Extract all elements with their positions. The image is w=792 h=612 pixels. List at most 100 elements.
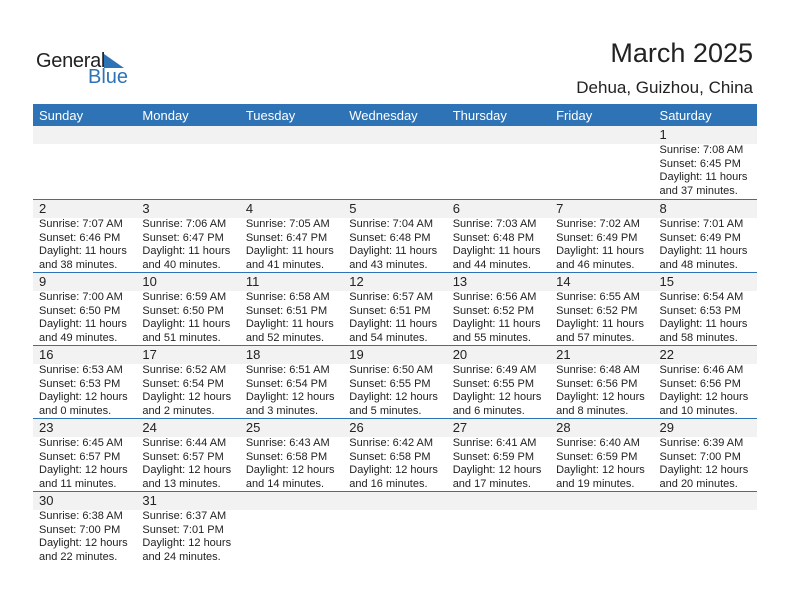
daylight-minutes-text: and 8 minutes. — [556, 404, 629, 417]
sunset-text: Sunset: 7:00 PM — [659, 450, 741, 463]
daylight-minutes-text: and 10 minutes. — [659, 404, 738, 417]
daylight-minutes-text: and 24 minutes. — [142, 550, 221, 563]
day-cell: 25 Sunrise: 6:43 AM Sunset: 6:58 PM Dayligh… — [240, 419, 343, 491]
day-number-band — [33, 200, 757, 218]
daylight-text: Daylight: 11 hours — [142, 245, 231, 257]
daylight-text: Daylight: 12 hours — [39, 391, 128, 403]
day-number: 28 — [556, 420, 571, 435]
sunset-text: Sunset: 6:47 PM — [245, 231, 328, 244]
sunrise-text: Sunrise: 6:54 AM — [659, 291, 744, 303]
sunrise-text: Sunrise: 6:57 AM — [349, 291, 434, 303]
sunset-text: Sunset: 6:58 PM — [245, 450, 328, 463]
day-cell: 6 Sunrise: 7:03 AM Sunset: 6:48 PM Daylight… — [447, 200, 550, 272]
day-cell: 23 Sunrise: 6:45 AM Sunset: 6:57 PM Dayligh… — [33, 419, 136, 491]
sunrise-text: Sunrise: 7:04 AM — [349, 218, 434, 230]
day-number: 29 — [659, 420, 674, 435]
weekday-friday: Friday — [556, 108, 593, 123]
sunrise-text: Sunrise: 6:37 AM — [142, 510, 227, 522]
weekday-monday: Monday — [142, 108, 189, 123]
day-number: 1 — [659, 127, 667, 142]
daylight-text: Daylight: 12 hours — [142, 537, 232, 549]
daylight-minutes-text: and 2 minutes. — [142, 404, 215, 417]
sunset-text: Sunset: 6:53 PM — [659, 304, 741, 317]
empty-cell — [33, 126, 136, 199]
sunset-text: Sunset: 6:52 PM — [556, 304, 638, 317]
daylight-minutes-text: and 3 minutes. — [245, 404, 318, 417]
day-cell: 12 Sunrise: 6:57 AM Sunset: 6:51 PM Dayligh… — [343, 273, 446, 345]
daylight-text: Daylight: 12 hours — [245, 464, 335, 476]
daylight-text: Daylight: 12 hours — [556, 391, 645, 403]
day-number: 5 — [349, 201, 357, 216]
daylight-minutes-text: and 55 minutes. — [452, 331, 531, 344]
daylight-text: Daylight: 11 hours — [556, 318, 644, 330]
day-cell: 19 Sunrise: 6:50 AM Sunset: 6:55 PM Dayligh… — [343, 346, 446, 418]
day-cell: 26 Sunrise: 6:42 AM Sunset: 6:58 PM Dayligh… — [343, 419, 446, 491]
empty-cell — [550, 126, 653, 199]
day-number: 26 — [349, 420, 364, 435]
sunrise-text: Sunrise: 6:53 AM — [39, 364, 123, 376]
day-number: 21 — [556, 347, 571, 362]
daylight-minutes-text: and 22 minutes. — [39, 550, 118, 563]
day-number: 20 — [452, 347, 468, 362]
daylight-text: Daylight: 11 hours — [39, 318, 127, 330]
sunrise-text: Sunrise: 6:56 AM — [452, 291, 537, 303]
empty-cell — [654, 492, 757, 564]
sunset-text: Sunset: 6:49 PM — [659, 231, 741, 244]
daylight-minutes-text: and 51 minutes. — [142, 331, 221, 344]
weekday-header: Sunday Monday Tuesday Wednesday Thursday Frid… — [33, 104, 757, 126]
sunrise-text: Sunrise: 7:07 AM — [39, 218, 123, 230]
day-number: 3 — [142, 201, 150, 216]
sunrise-text: Sunrise: 6:43 AM — [245, 437, 330, 449]
week-row: 1 Sunrise: 7:08 AM Sunset: 6:45 PM Daylight… — [33, 126, 757, 199]
day-number: 31 — [142, 493, 157, 508]
day-cell: 10 Sunrise: 6:59 AM Sunset: 6:50 PM Dayligh… — [136, 273, 239, 345]
day-number-band — [33, 273, 757, 291]
daylight-minutes-text: and 11 minutes. — [39, 477, 117, 490]
sunrise-text: Sunrise: 7:05 AM — [245, 218, 330, 230]
logo-text-general: General — [36, 50, 106, 72]
day-number: 9 — [39, 274, 47, 289]
daylight-minutes-text: and 43 minutes. — [349, 258, 428, 271]
sunrise-text: Sunrise: 6:39 AM — [659, 437, 744, 449]
empty-cell — [550, 492, 653, 564]
day-number: 7 — [556, 201, 564, 216]
sunset-text: Sunset: 7:00 PM — [39, 523, 121, 536]
sunrise-text: Sunrise: 7:03 AM — [452, 218, 537, 230]
sunrise-text: Sunrise: 6:42 AM — [349, 437, 434, 449]
daylight-text: Daylight: 12 hours — [39, 464, 128, 476]
day-number: 11 — [245, 274, 260, 289]
daylight-text: Daylight: 11 hours — [659, 171, 748, 183]
daylight-minutes-text: and 38 minutes. — [39, 258, 118, 271]
day-number: 12 — [349, 274, 364, 289]
daylight-minutes-text: and 52 minutes. — [245, 331, 325, 344]
daylight-text: Daylight: 11 hours — [349, 245, 438, 257]
daylight-text: Daylight: 12 hours — [349, 464, 438, 476]
daylight-text: Daylight: 12 hours — [452, 391, 542, 403]
empty-cell — [447, 126, 550, 199]
day-number-band — [33, 126, 757, 144]
day-number: 10 — [142, 274, 157, 289]
sunrise-text: Sunrise: 6:55 AM — [556, 291, 640, 303]
day-cell: 24 Sunrise: 6:44 AM Sunset: 6:57 PM Dayligh… — [136, 419, 239, 491]
weekday-sunday: Sunday — [39, 108, 84, 123]
week-row: 30 Sunrise: 6:38 AM Sunset: 7:00 PM Dayligh… — [33, 491, 757, 564]
day-number: 17 — [142, 347, 157, 362]
day-cell: 21 Sunrise: 6:48 AM Sunset: 6:56 PM Dayligh… — [550, 346, 653, 418]
daylight-minutes-text: and 37 minutes. — [659, 184, 738, 197]
sunrise-text: Sunrise: 7:01 AM — [659, 218, 744, 230]
day-cell: 14 Sunrise: 6:55 AM Sunset: 6:52 PM Dayligh… — [550, 273, 653, 345]
day-number: 4 — [245, 201, 254, 216]
sunrise-text: Sunrise: 6:58 AM — [245, 291, 330, 303]
daylight-minutes-text: and 19 minutes. — [556, 477, 635, 490]
sunset-text: Sunset: 6:56 PM — [556, 377, 638, 390]
day-cell: 20 Sunrise: 6:49 AM Sunset: 6:55 PM Dayligh… — [447, 346, 550, 418]
sunrise-text: Sunrise: 6:38 AM — [39, 510, 123, 522]
logo-text-blue: Blue — [88, 66, 129, 88]
empty-cell — [136, 126, 239, 199]
daylight-minutes-text: and 20 minutes. — [659, 477, 738, 490]
day-cell: 8 Sunrise: 7:01 AM Sunset: 6:49 PM Daylight… — [654, 200, 757, 272]
sunset-text: Sunset: 6:55 PM — [452, 377, 535, 390]
week-row: 9 Sunrise: 7:00 AM Sunset: 6:50 PM Daylight… — [33, 272, 757, 345]
daylight-text: Daylight: 12 hours — [452, 464, 542, 476]
day-cell: 2 Sunrise: 7:07 AM Sunset: 6:46 PM Daylight… — [33, 200, 136, 272]
